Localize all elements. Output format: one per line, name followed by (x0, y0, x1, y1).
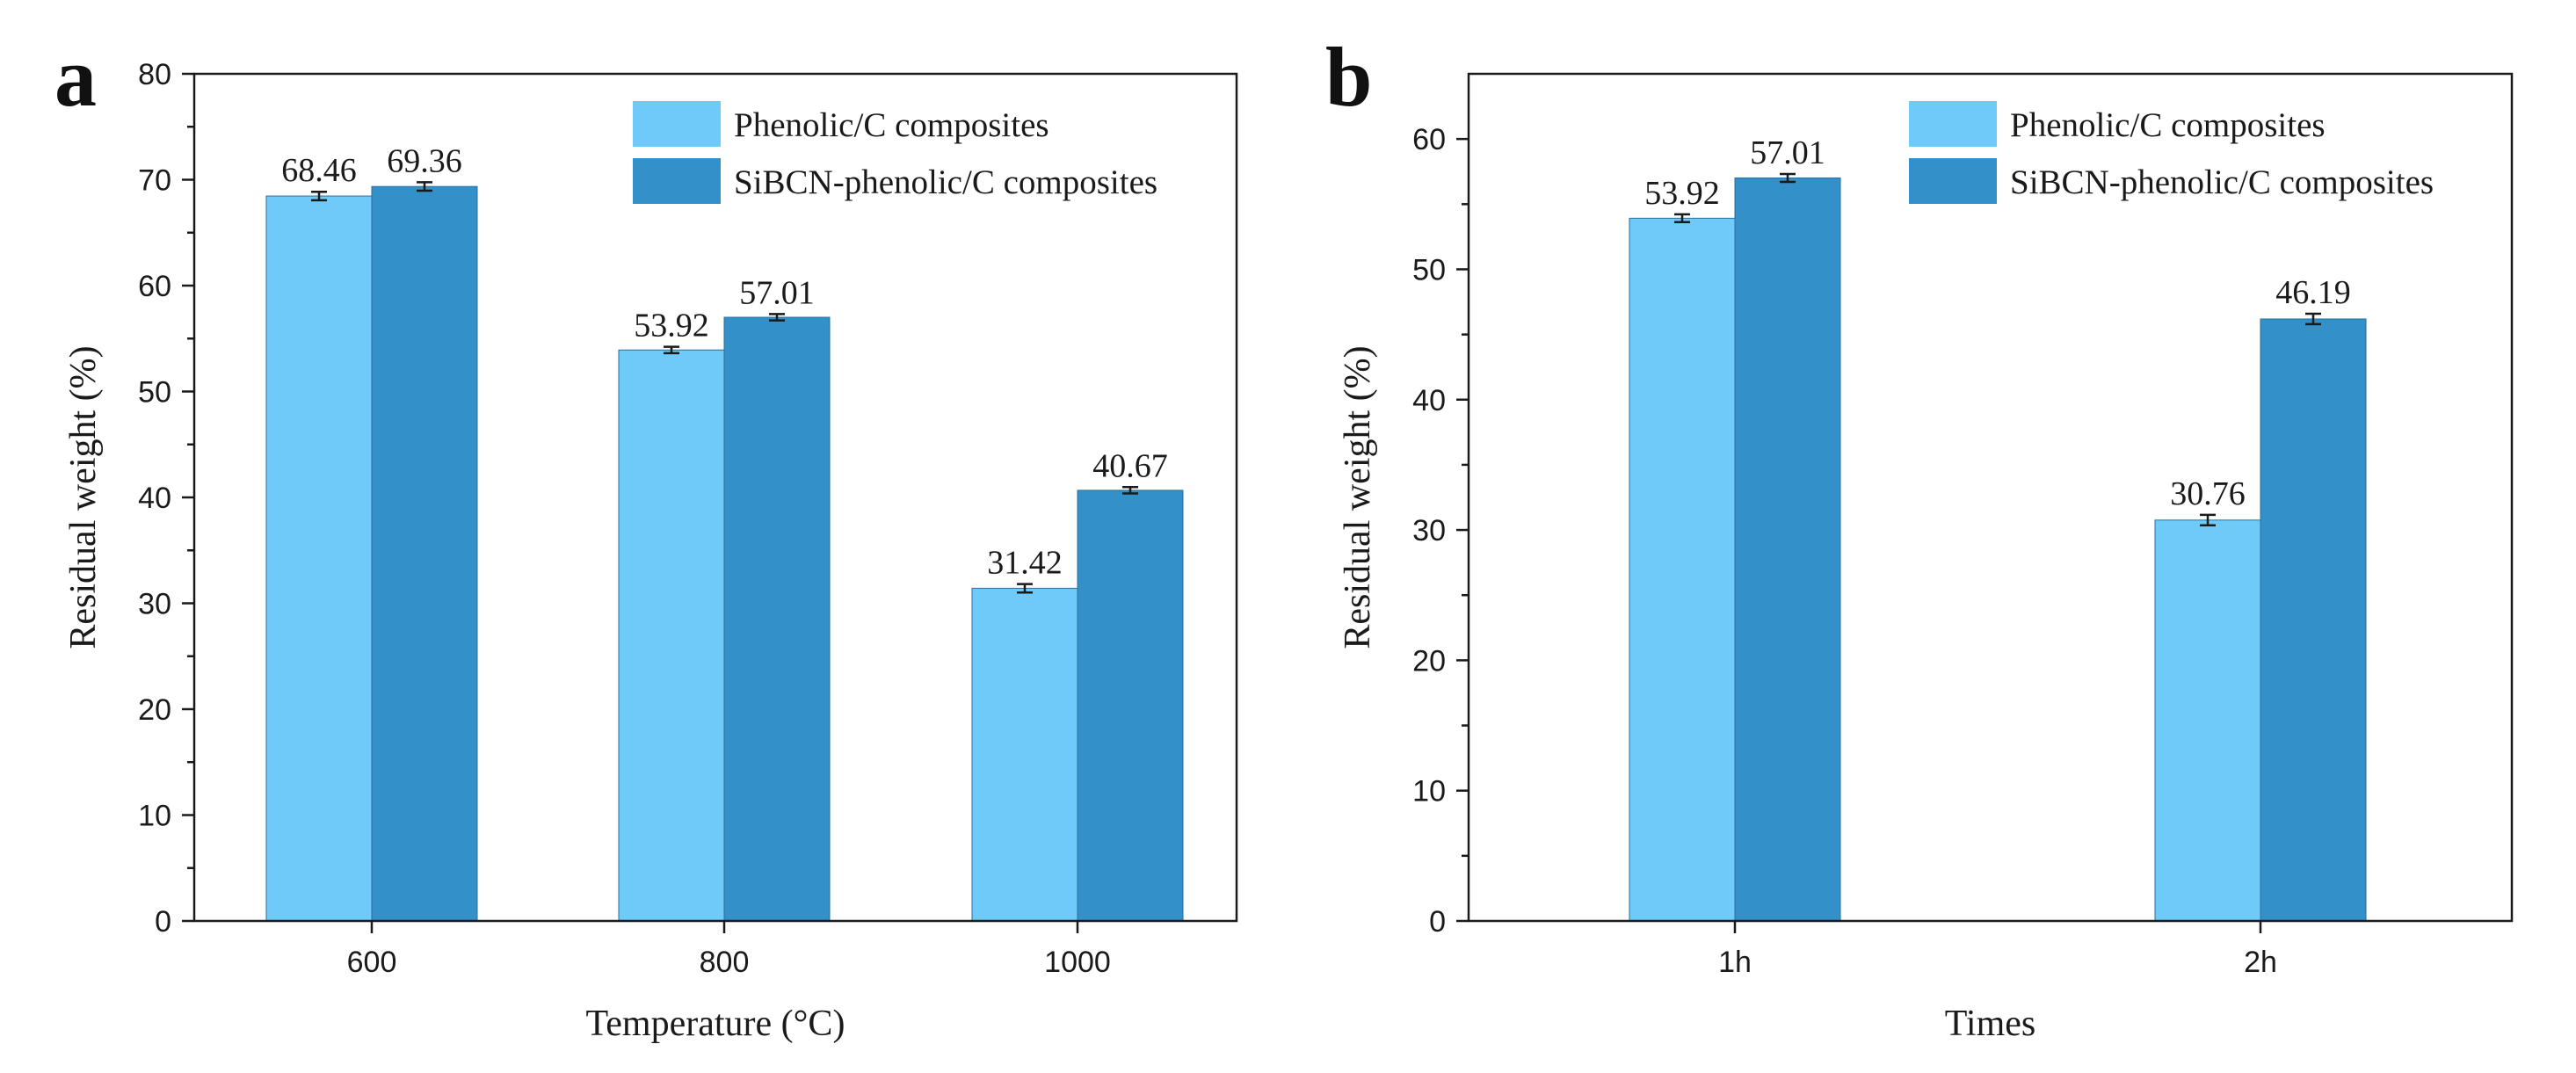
data-label: 40.67 (1092, 447, 1168, 484)
bar (1629, 217, 1736, 922)
plot-frame (1467, 72, 2514, 923)
y-tick-label: 10 (1412, 775, 1446, 808)
bar (265, 195, 373, 922)
y-tick-label: 10 (138, 800, 171, 833)
data-label: 69.36 (387, 142, 462, 179)
bar (1734, 177, 1841, 922)
bar (723, 316, 831, 922)
data-label: 53.92 (634, 308, 709, 344)
bar (2154, 519, 2261, 922)
y-tick-label: 50 (1412, 253, 1446, 286)
data-label: 30.76 (2170, 475, 2246, 512)
data-label: 31.42 (987, 545, 1063, 582)
x-tick-label: 600 (347, 946, 397, 979)
legend-label: Phenolic/C composites (734, 106, 1049, 144)
data-label: 53.92 (1644, 175, 1720, 212)
data-label: 68.46 (281, 152, 357, 189)
x-tick-label: 800 (700, 946, 750, 979)
legend-swatch (633, 101, 721, 147)
bar (2260, 318, 2367, 922)
bar (618, 349, 725, 922)
panel-a-chart: a 68.46 53.92 31.42 69.36 57.01 40.67 0 10 20 30 40… (54, 30, 1238, 1044)
data-label: 57.01 (1750, 134, 1825, 171)
x-tick-label: 2h (2244, 946, 2277, 979)
y-axis-title: Residual weight (%) (63, 345, 104, 649)
y-tick-label: 70 (138, 164, 171, 198)
data-label: 46.19 (2275, 274, 2351, 311)
y-tick-label: 20 (138, 693, 171, 727)
y-tick-label: 0 (1429, 905, 1446, 939)
x-tick-label: 1h (1718, 946, 1752, 979)
y-axis-title: Residual weight (%) (1338, 345, 1378, 649)
legend-label: SiBCN-phenolic/C composites (2010, 163, 2434, 201)
y-tick-label: 60 (138, 270, 171, 303)
bar (971, 587, 1078, 922)
y-tick-label: 30 (1412, 514, 1446, 547)
y-tick-label: 0 (155, 905, 171, 939)
bar (1077, 489, 1184, 922)
y-tick-label: 20 (1412, 644, 1446, 678)
legend-label: SiBCN-phenolic/C composites (734, 163, 1157, 201)
x-tick-label: 1000 (1044, 946, 1111, 979)
panel-letter: a (54, 30, 97, 124)
legend-label: Phenolic/C composites (2010, 106, 2326, 144)
y-tick-label: 40 (138, 482, 171, 515)
data-label: 57.01 (739, 274, 815, 311)
legend-swatch (633, 158, 721, 204)
panel-letter: b (1325, 30, 1372, 124)
bar (371, 185, 478, 922)
panel-b-chart: b 53.92 30.76 57.01 46.19 0 10 20 30 40 50 60 1h 2h Ti… (1325, 30, 2514, 1044)
y-tick-label: 60 (1412, 123, 1446, 156)
legend-swatch (1909, 101, 1997, 147)
y-tick-label: 30 (138, 588, 171, 621)
y-tick-label: 50 (138, 376, 171, 410)
x-axis-title: Temperature (°C) (586, 1004, 845, 1044)
y-tick-label: 40 (1412, 384, 1446, 417)
legend-swatch (1909, 158, 1997, 204)
y-tick-label: 80 (138, 58, 171, 91)
x-axis-title: Times (1945, 1004, 2036, 1044)
